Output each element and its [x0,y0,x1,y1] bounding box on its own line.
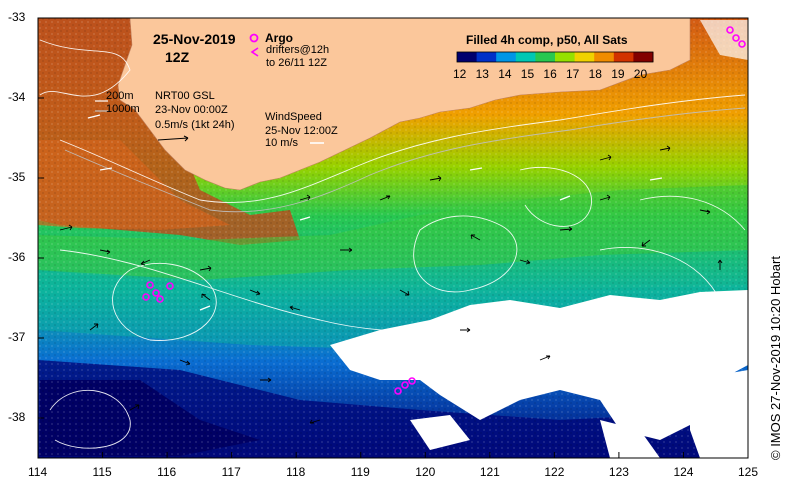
x-tick-label: 122 [544,465,565,479]
colorbar-swatch [496,52,517,62]
axis-ticks [37,17,749,458]
colorbar-swatch [633,52,654,62]
current-vectors [59,145,723,424]
x-tick-label: 120 [415,465,436,479]
y-tick-label: -34 [8,90,26,104]
legend-symbols [95,33,324,144]
argo-legend-label: Argo [265,31,293,45]
colorbar-swatch [515,52,536,62]
colorbar-tick-label: 14 [498,67,512,81]
colorbar-swatch [535,52,556,62]
colorbar-swatch [613,52,634,62]
drifters-legend-line2: to 26/11 12Z [266,57,327,69]
colorbar-tick-label: 15 [520,67,535,81]
colorbar-tick-label: 19 [611,67,625,81]
colorbar-title: Filled 4h comp, p50, All Sats [466,33,628,47]
map-title-date: 25-Nov-2019 [153,31,236,47]
isobath-200-label: 200m [106,90,134,102]
wind-legend-line2: 25-Nov 12:00Z [265,125,338,137]
colorbar-swatch [574,52,595,62]
x-tick-label: 124 [673,465,694,479]
colorbar-tick-label: 16 [543,67,557,81]
colorbar-tick-label: 13 [475,67,489,81]
colorbar-swatch [594,52,615,62]
x-tick-label: 114 [28,465,48,479]
colorbar-tick-label: 17 [566,67,580,81]
x-tick-label: 125 [738,465,759,479]
y-tick-label: -38 [8,410,26,424]
x-tick-label: 123 [608,465,629,479]
isobath-1000-label: 1000m [106,103,140,115]
credit-text: © IMOS 27-Nov-2019 10:20 Hobart [768,256,783,460]
argo-floats [142,26,746,395]
drifters-legend-line1: drifters@12h [266,44,330,56]
x-tick-label: 119 [350,465,370,479]
colorbar-tick-label: 20 [633,67,648,81]
y-tick-label: -36 [8,250,26,264]
x-tick-label: 116 [157,465,177,479]
y-tick-label: -37 [8,330,26,344]
colorbar [456,51,654,63]
wind-legend-line3: 10 m/s [265,137,299,149]
cloud-mask [330,20,748,458]
wind-arrows [87,114,663,311]
map-title-time: 12Z [165,49,190,65]
colorbar-tick-label: 18 [588,67,602,81]
y-tick-label: -33 [8,10,26,24]
colorbar-swatch [476,52,497,62]
x-tick-label: 115 [92,465,112,479]
current-legend-line2: 23-Nov 00:00Z [155,104,228,116]
current-legend-line3: 0.5m/s (1kt 24h) [155,119,235,131]
colorbar-swatch [457,52,478,62]
x-tick-label: 117 [221,465,241,479]
colorbar-swatch [555,52,576,62]
current-legend-line1: NRT00 GSL [155,90,215,102]
x-tick-label: 121 [479,465,500,479]
wind-legend-line1: WindSpeed [265,111,322,123]
colorbar-tick-label: 12 [453,67,467,81]
contour-lines [39,39,746,449]
x-tick-label: 118 [286,465,306,479]
y-tick-label: -35 [8,170,26,184]
